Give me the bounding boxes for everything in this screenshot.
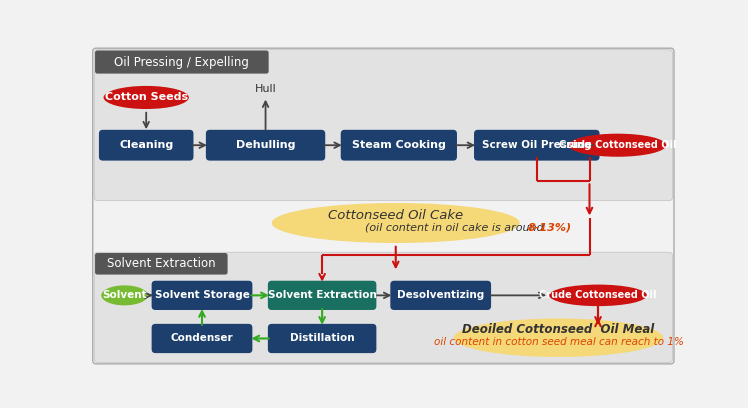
Text: Deoiled Cottonseed  Oil Meal: Deoiled Cottonseed Oil Meal bbox=[462, 323, 654, 336]
Text: 8-13%): 8-13%) bbox=[527, 223, 571, 233]
Text: Oil Pressing / Expelling: Oil Pressing / Expelling bbox=[114, 55, 249, 69]
Ellipse shape bbox=[272, 203, 520, 243]
FancyBboxPatch shape bbox=[152, 324, 252, 353]
Ellipse shape bbox=[568, 134, 666, 157]
FancyBboxPatch shape bbox=[268, 281, 376, 310]
Text: Condenser: Condenser bbox=[171, 333, 233, 344]
FancyBboxPatch shape bbox=[268, 324, 376, 353]
FancyBboxPatch shape bbox=[474, 130, 600, 161]
Text: Crude Cottonseed Oil: Crude Cottonseed Oil bbox=[559, 140, 676, 150]
Text: Cottonseed Oil Cake: Cottonseed Oil Cake bbox=[328, 209, 463, 222]
Text: Screw Oil Pressing: Screw Oil Pressing bbox=[482, 140, 592, 150]
Text: Cleaning: Cleaning bbox=[119, 140, 174, 150]
Text: Solvent Extraction: Solvent Extraction bbox=[268, 290, 376, 300]
FancyBboxPatch shape bbox=[206, 130, 325, 161]
FancyBboxPatch shape bbox=[93, 48, 674, 364]
Text: Solvent: Solvent bbox=[102, 290, 147, 300]
Ellipse shape bbox=[103, 86, 188, 109]
Ellipse shape bbox=[101, 285, 148, 305]
Text: Desolventizing: Desolventizing bbox=[397, 290, 484, 300]
Ellipse shape bbox=[549, 285, 647, 306]
Text: Crude Cottonseed Oil: Crude Cottonseed Oil bbox=[539, 290, 657, 300]
Text: Steam Cooking: Steam Cooking bbox=[352, 140, 446, 150]
Ellipse shape bbox=[454, 319, 663, 357]
Text: Dehulling: Dehulling bbox=[236, 140, 295, 150]
Text: Cotton Seeds: Cotton Seeds bbox=[105, 93, 188, 102]
FancyBboxPatch shape bbox=[94, 50, 672, 201]
Text: (oil content in oil cake is around: (oil content in oil cake is around bbox=[365, 223, 547, 233]
Text: Solvent Storage: Solvent Storage bbox=[155, 290, 249, 300]
Text: Distillation: Distillation bbox=[289, 333, 355, 344]
FancyBboxPatch shape bbox=[390, 281, 491, 310]
FancyBboxPatch shape bbox=[95, 253, 227, 275]
FancyBboxPatch shape bbox=[94, 252, 672, 362]
FancyBboxPatch shape bbox=[341, 130, 457, 161]
FancyBboxPatch shape bbox=[152, 281, 252, 310]
FancyBboxPatch shape bbox=[95, 51, 269, 73]
Text: Solvent Extraction: Solvent Extraction bbox=[107, 257, 215, 270]
Text: oil content in cotton seed meal can reach to 1%: oil content in cotton seed meal can reac… bbox=[434, 337, 684, 347]
FancyBboxPatch shape bbox=[99, 130, 194, 161]
Text: Hull: Hull bbox=[254, 84, 277, 94]
